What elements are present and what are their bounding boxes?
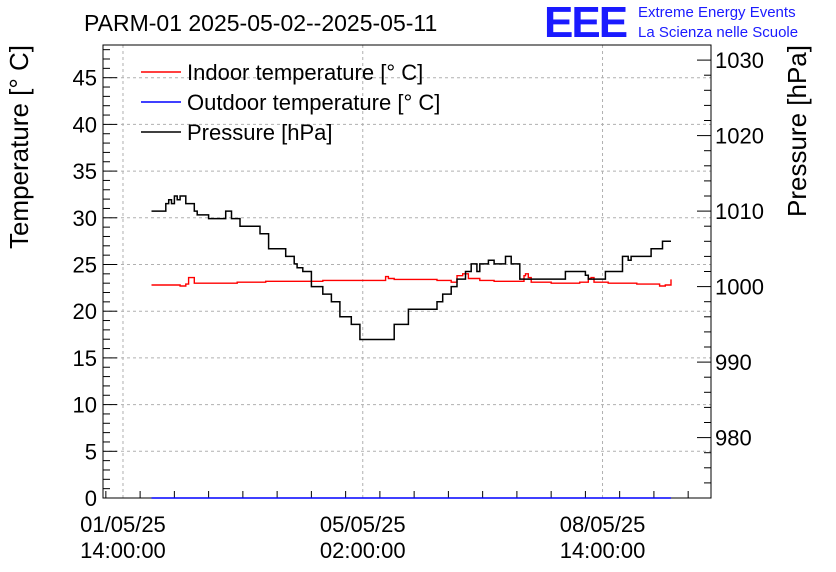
- x-tick-label-date: 01/05/25: [80, 512, 166, 537]
- logo-subtitle-line2: La Scienza nelle Scuole: [638, 24, 799, 41]
- y2-axis-title: Pressure [hPa]: [782, 45, 812, 217]
- x-tick-label-time: 14:00:00: [560, 538, 646, 563]
- y2-tick-label: 1030: [715, 48, 764, 73]
- y-tick-label: 0: [85, 486, 97, 511]
- x-tick-label-time: 02:00:00: [320, 538, 406, 563]
- y-tick-label: 30: [73, 206, 97, 231]
- legend-label-1: Outdoor temperature [° C]: [187, 90, 440, 115]
- y-tick-label: 10: [73, 393, 97, 418]
- y2-tick-label: 1020: [715, 124, 764, 149]
- y-tick-label: 15: [73, 346, 97, 371]
- y-tick-label: 25: [73, 252, 97, 277]
- series-line-0: [151, 273, 672, 287]
- y2-tick-label: 1010: [715, 199, 764, 224]
- series-line-2: [151, 195, 671, 341]
- chart-title: PARM-01 2025-05-02--2025-05-11: [84, 10, 438, 36]
- y2-tick-label: 1000: [715, 275, 764, 300]
- legend-label-2: Pressure [hPa]: [187, 120, 333, 145]
- y2-tick-label: 990: [715, 350, 752, 375]
- y-tick-label: 5: [85, 439, 97, 464]
- y-axis-title: Temperature [° C]: [4, 45, 34, 249]
- y-tick-label: 45: [73, 66, 97, 91]
- legend-label-0: Indoor temperature [° C]: [187, 60, 423, 85]
- y-tick-label: 35: [73, 159, 97, 184]
- x-tick-label-date: 08/05/25: [560, 512, 646, 537]
- y2-tick-label: 980: [715, 426, 752, 451]
- logo-subtitle-line1: Extreme Energy Events: [638, 4, 796, 21]
- x-tick-label-time: 14:00:00: [80, 538, 166, 563]
- eee-logo: EEE: [544, 0, 628, 47]
- x-tick-label-date: 05/05/25: [320, 512, 406, 537]
- y-tick-label: 40: [73, 112, 97, 137]
- y-tick-label: 20: [73, 299, 97, 324]
